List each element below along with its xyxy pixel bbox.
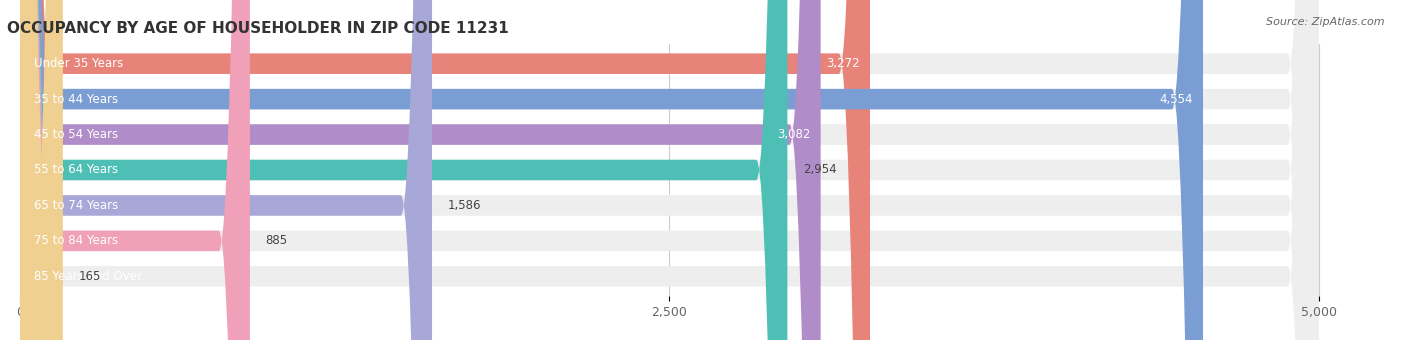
FancyBboxPatch shape — [20, 0, 821, 340]
Text: Source: ZipAtlas.com: Source: ZipAtlas.com — [1267, 17, 1385, 27]
Text: 2,954: 2,954 — [803, 164, 837, 176]
FancyBboxPatch shape — [20, 0, 1319, 340]
Text: 55 to 64 Years: 55 to 64 Years — [34, 164, 118, 176]
FancyBboxPatch shape — [20, 0, 1319, 340]
Text: 45 to 54 Years: 45 to 54 Years — [34, 128, 118, 141]
FancyBboxPatch shape — [20, 0, 1204, 340]
FancyBboxPatch shape — [20, 0, 1319, 340]
Text: 75 to 84 Years: 75 to 84 Years — [34, 234, 118, 248]
FancyBboxPatch shape — [20, 0, 1319, 340]
FancyBboxPatch shape — [20, 0, 1319, 340]
Text: 3,082: 3,082 — [778, 128, 810, 141]
Text: Under 35 Years: Under 35 Years — [34, 57, 124, 70]
Text: 3,272: 3,272 — [825, 57, 859, 70]
FancyBboxPatch shape — [20, 0, 63, 340]
Text: 165: 165 — [79, 270, 101, 283]
FancyBboxPatch shape — [20, 0, 432, 340]
FancyBboxPatch shape — [20, 0, 870, 340]
FancyBboxPatch shape — [20, 0, 787, 340]
FancyBboxPatch shape — [20, 0, 250, 340]
Text: 4,554: 4,554 — [1159, 92, 1192, 106]
Text: 1,586: 1,586 — [447, 199, 481, 212]
Text: 85 Years and Over: 85 Years and Over — [34, 270, 142, 283]
FancyBboxPatch shape — [20, 0, 1319, 340]
Text: 65 to 74 Years: 65 to 74 Years — [34, 199, 118, 212]
FancyBboxPatch shape — [20, 0, 1319, 340]
Text: OCCUPANCY BY AGE OF HOUSEHOLDER IN ZIP CODE 11231: OCCUPANCY BY AGE OF HOUSEHOLDER IN ZIP C… — [7, 21, 509, 36]
Text: 885: 885 — [266, 234, 288, 248]
Text: 35 to 44 Years: 35 to 44 Years — [34, 92, 118, 106]
